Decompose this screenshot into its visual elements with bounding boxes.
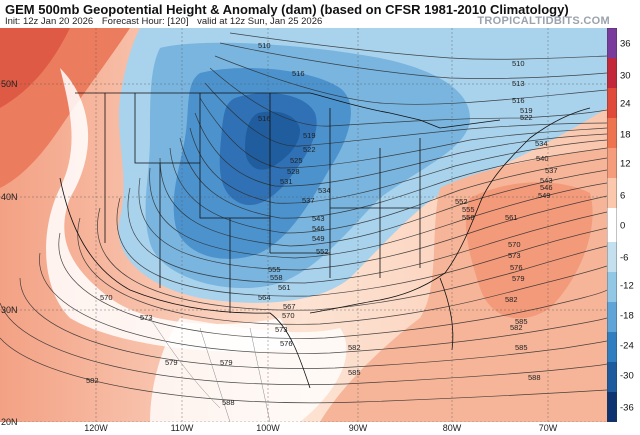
contour-label: 534 <box>318 186 331 195</box>
lon-label-80w: 80W <box>442 423 462 433</box>
contour-label: 552 <box>455 197 468 206</box>
lat-label-40n: 40N <box>1 192 18 202</box>
contour-label: 531 <box>280 177 293 186</box>
contour-label: 513 <box>512 79 525 88</box>
contour-label: 549 <box>538 191 551 200</box>
contour-label: 564 <box>258 293 271 302</box>
contour-label: 579 <box>220 358 233 367</box>
contour-label: 573 <box>140 313 153 322</box>
contour-label: 552 <box>316 247 329 256</box>
contour-label: 549 <box>312 234 325 243</box>
contour-label: 570 <box>282 311 295 320</box>
contour-label: 561 <box>505 213 518 222</box>
lat-label-20n: 20N <box>1 417 18 427</box>
contour-label: 567 <box>283 302 296 311</box>
contour-label: 585 <box>348 368 361 377</box>
contour-label: 561 <box>278 283 291 292</box>
contour-label: 558 <box>270 273 283 282</box>
contour-label: 528 <box>287 167 300 176</box>
colorbar-label: 12 <box>620 158 631 170</box>
contour-label: 579 <box>165 358 178 367</box>
colorbar-label: -18 <box>620 310 634 322</box>
lon-label-70w: 70W <box>538 423 558 433</box>
political-boundaries <box>59 92 591 389</box>
contour-label: 579 <box>512 274 525 283</box>
anomaly-map: 510 510 513 516 516 516 519 519 522 522 … <box>0 28 607 422</box>
colorbar <box>607 28 617 422</box>
colorbar-label: 18 <box>620 129 631 141</box>
colorbar-label: -30 <box>620 370 634 382</box>
contour-label: 576 <box>510 263 523 272</box>
map-subtitle: Init: 12z Jan 20 2026 Forecast Hour: [12… <box>5 16 328 27</box>
contour-label: 522 <box>303 145 316 154</box>
lon-label-90w: 90W <box>348 423 368 433</box>
colorbar-label: 6 <box>620 190 626 202</box>
neutral-band-west <box>46 68 300 352</box>
contour-label: 522 <box>520 113 533 122</box>
colorbar-label: 0 <box>620 220 626 232</box>
contour-labels: 510 510 513 516 516 516 519 519 522 522 … <box>86 41 558 407</box>
contour-label: 519 <box>520 106 533 115</box>
forecast-hour: Forecast Hour: [120] <box>101 16 189 27</box>
contour-label: 582 <box>510 323 523 332</box>
contour-label: 516 <box>292 69 305 78</box>
contour-label: 573 <box>275 325 288 334</box>
contour-label: 510 <box>512 59 525 68</box>
contour-label: 510 <box>258 41 271 50</box>
colorbar-label: -24 <box>620 340 634 352</box>
contour-label: 537 <box>545 166 558 175</box>
colorbar-label: 36 <box>620 38 631 50</box>
colorbar-label: -12 <box>620 280 634 292</box>
contour-label: 546 <box>312 224 325 233</box>
colorbar-label: -6 <box>620 252 629 264</box>
contour-label: 588 <box>528 373 541 382</box>
brand-watermark: TROPICALTIDBITS.COM <box>477 15 610 27</box>
valid-time: valid at 12z Sun, Jan 25 2026 <box>197 16 323 27</box>
contour-label: 555 <box>268 265 281 274</box>
contour-label: 582 <box>86 376 99 385</box>
lon-label-110w: 110W <box>170 423 194 433</box>
colorbar-label: 30 <box>620 70 631 82</box>
contour-label: 546 <box>540 183 553 192</box>
header: GEM 500mb Geopotential Height & Anomaly … <box>0 0 640 28</box>
contour-label: 582 <box>348 343 361 352</box>
contour-label: 543 <box>312 214 325 223</box>
contour-label: 516 <box>512 96 525 105</box>
contour-label: 570 <box>100 293 113 302</box>
contour-label: 537 <box>302 196 315 205</box>
lon-label-120w: 120W <box>84 423 108 433</box>
colorbar-label: 24 <box>620 98 631 110</box>
contour-label: 534 <box>535 139 548 148</box>
init-time: Init: 12z Jan 20 2026 <box>5 16 94 27</box>
contour-label: 588 <box>222 398 235 407</box>
contour-label: 519 <box>303 131 316 140</box>
contour-label: 576 <box>280 339 293 348</box>
colorbar-labels: 36 30 24 18 12 6 0 -6 -12 -18 -24 -30 -3… <box>617 28 640 422</box>
contour-label: 543 <box>540 176 553 185</box>
lat-label-30n: 30N <box>1 305 18 315</box>
contour-label: 555 <box>462 205 475 214</box>
lon-label-100w: 100W <box>256 423 280 433</box>
contour-label: 570 <box>508 240 521 249</box>
graticule <box>0 28 607 422</box>
map-title: GEM 500mb Geopotential Height & Anomaly … <box>5 2 569 17</box>
contour-label: 573 <box>508 251 521 260</box>
longitude-labels: 120W 110W 100W 90W 80W 70W <box>0 422 607 435</box>
contour-label: 558 <box>462 213 475 222</box>
contour-label: 582 <box>505 295 518 304</box>
contour-label: 585 <box>515 317 528 326</box>
contour-label: 516 <box>258 114 271 123</box>
contour-label: 585 <box>515 343 528 352</box>
contour-label: 540 <box>536 154 549 163</box>
lat-label-50n: 50N <box>1 79 18 89</box>
colorbar-label: -36 <box>620 402 634 414</box>
contour-label: 525 <box>290 156 303 165</box>
